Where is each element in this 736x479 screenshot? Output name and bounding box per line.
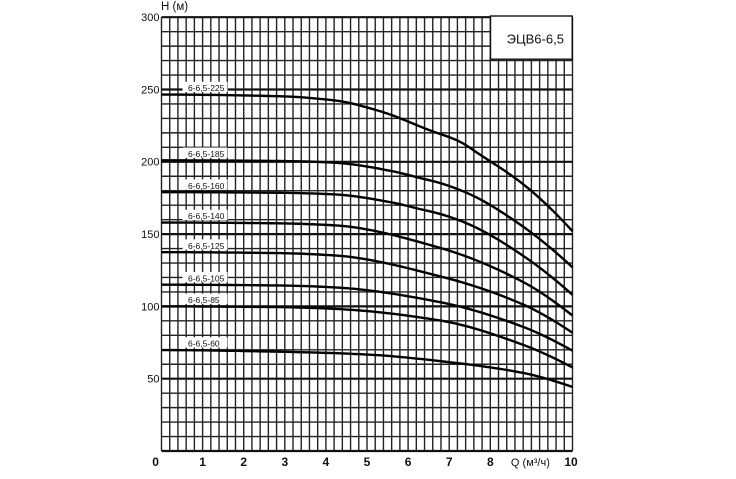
- svg-text:2: 2: [240, 455, 247, 469]
- svg-text:H (м): H (м): [161, 1, 188, 13]
- svg-text:8: 8: [487, 455, 494, 469]
- svg-text:1: 1: [199, 455, 206, 469]
- svg-text:6-6,5-85: 6-6,5-85: [188, 295, 220, 305]
- svg-text:6-6,5-140: 6-6,5-140: [188, 211, 225, 221]
- svg-text:100: 100: [141, 301, 159, 313]
- svg-text:6: 6: [405, 455, 412, 469]
- svg-text:6-6,5-225: 6-6,5-225: [188, 83, 225, 93]
- svg-text:6-6,5-160: 6-6,5-160: [188, 181, 225, 191]
- svg-text:6-6,5-60: 6-6,5-60: [188, 339, 220, 349]
- svg-text:ЭЦВ6-6,5: ЭЦВ6-6,5: [507, 31, 564, 46]
- svg-text:300: 300: [141, 12, 159, 24]
- svg-text:6-6,5-105: 6-6,5-105: [188, 273, 225, 283]
- svg-text:5: 5: [364, 455, 371, 469]
- svg-text:7: 7: [446, 455, 453, 469]
- svg-text:250: 250: [141, 84, 159, 96]
- svg-text:6-6,5-185: 6-6,5-185: [188, 149, 225, 159]
- svg-text:6-6,5-125: 6-6,5-125: [188, 241, 225, 251]
- svg-text:0: 0: [152, 455, 159, 469]
- svg-text:150: 150: [141, 229, 159, 241]
- svg-text:50: 50: [147, 374, 159, 386]
- svg-text:4: 4: [323, 455, 330, 469]
- svg-text:3: 3: [281, 455, 288, 469]
- svg-text:Q (м³/ч): Q (м³/ч): [511, 457, 550, 469]
- svg-text:10: 10: [564, 455, 578, 469]
- svg-text:200: 200: [141, 157, 159, 169]
